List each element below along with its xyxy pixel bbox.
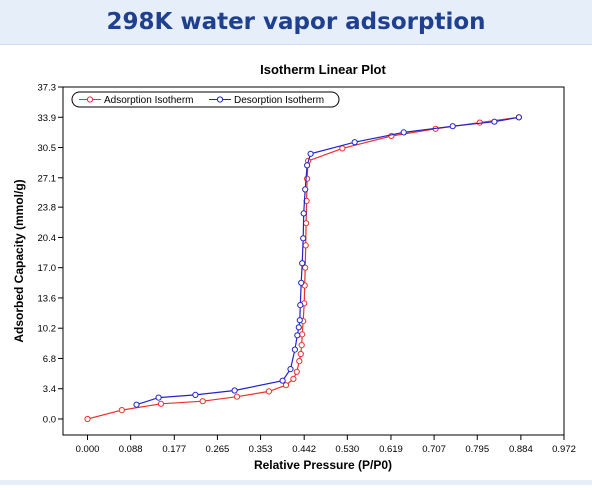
adsorption-point: [339, 145, 346, 152]
legend-adsorption-marker: [86, 96, 94, 103]
bottom-band: [0, 480, 592, 485]
x-tick-label: 0.795: [465, 444, 489, 455]
adsorption-point: [118, 407, 125, 414]
x-tick-label: 0.177: [162, 444, 186, 455]
x-tick-label: 0.530: [335, 444, 359, 455]
desorption-point: [192, 391, 199, 398]
x-axis-title: Relative Pressure (P/P0): [254, 458, 392, 472]
x-tick-label: 0.707: [422, 444, 446, 455]
legend-frame: [71, 91, 340, 108]
y-tick-label: 23.8: [38, 203, 57, 214]
legend-desorption-marker: [216, 96, 224, 103]
desorption-point: [291, 346, 298, 353]
legend-desorption-label: Desorption Isotherm: [234, 95, 324, 106]
adsorption-point: [282, 382, 290, 389]
adsorption-point: [302, 242, 309, 249]
desorption-point: [299, 260, 306, 267]
desorption-point: [515, 114, 523, 121]
desorption-point: [302, 186, 309, 193]
axis-ticks: 0.000 0.088 0.177 0.265 0.353 0.442 0.530 0.619…: [38, 83, 576, 456]
chart-panel: Isotherm Linear Plot 0.000 0.088 0.177 0.26…: [0, 48, 592, 485]
y-tick-label: 17.0: [38, 263, 57, 274]
y-tick-label: 13.6: [38, 293, 57, 304]
x-tick-label: 0.265: [206, 444, 230, 455]
plot-area: [62, 86, 565, 436]
desorption-point: [287, 366, 294, 373]
adsorption-point: [303, 220, 310, 227]
y-tick-label: 27.1: [38, 173, 57, 184]
desorption-point: [295, 324, 302, 331]
desorption-point: [351, 139, 358, 146]
x-tick-label: 0.884: [509, 444, 533, 455]
series-layer: [84, 114, 523, 423]
x-tick-label: 0.353: [249, 444, 273, 455]
desorption-point: [133, 401, 140, 408]
desorption-point: [300, 210, 307, 217]
desorption-point: [400, 129, 407, 136]
adsorption-point: [299, 331, 306, 338]
y-tick-label: 6.8: [43, 354, 56, 365]
y-tick-label: 10.2: [38, 324, 57, 335]
isotherm-chart: Isotherm Linear Plot 0.000 0.088 0.177 0.26…: [12, 62, 576, 472]
title-banner: [0, 0, 592, 45]
y-tick-label: 20.4: [38, 233, 57, 244]
adsorption-point: [199, 398, 206, 405]
legend-adsorption-label: Adsorption Isotherm: [104, 95, 194, 106]
desorption-point: [298, 279, 305, 286]
y-tick-label: 37.3: [38, 83, 57, 94]
adsorption-point: [84, 415, 91, 423]
adsorption-point: [290, 375, 297, 382]
adsorption-point: [297, 350, 304, 358]
adsorption-point: [296, 358, 303, 365]
adsorption-point: [233, 393, 241, 400]
y-tick-label: 33.9: [38, 113, 57, 124]
x-tick-label: 0.442: [292, 444, 316, 455]
adsorption-point: [298, 342, 305, 349]
chart-title: Isotherm Linear Plot: [260, 62, 386, 77]
desorption-point: [279, 377, 286, 384]
y-tick-label: 0.0: [43, 414, 56, 425]
y-tick-label: 30.5: [38, 143, 57, 154]
adsorption-point: [157, 400, 165, 407]
page-title: 298K water vapor adsorption: [106, 9, 486, 35]
adsorption-point: [293, 368, 300, 375]
x-tick-label: 0.619: [379, 444, 403, 455]
desorption-point: [296, 317, 303, 324]
desorption-point: [231, 387, 238, 394]
desorption-point: [155, 394, 162, 401]
legend: Adsorption Isotherm Desorption Isotherm: [71, 91, 340, 108]
y-axis-title: Adsorbed Capacity (mmol/g): [12, 179, 26, 342]
desorption-point: [294, 332, 301, 339]
desorption-point: [300, 235, 307, 242]
y-tick-label: 3.4: [43, 384, 56, 395]
desorption-series: [133, 114, 523, 408]
desorption-point: [304, 162, 311, 169]
adsorption-series: [84, 114, 523, 423]
desorption-point: [491, 118, 498, 125]
adsorption-point: [304, 175, 311, 182]
desorption-point: [307, 150, 314, 157]
desorption-point: [297, 302, 304, 309]
x-tick-label: 0.972: [552, 444, 576, 455]
desorption-point: [449, 123, 456, 130]
adsorption-point: [265, 388, 272, 395]
x-tick-label: 0.000: [76, 444, 100, 455]
adsorption-point: [302, 264, 309, 271]
x-tick-label: 0.088: [119, 444, 143, 455]
